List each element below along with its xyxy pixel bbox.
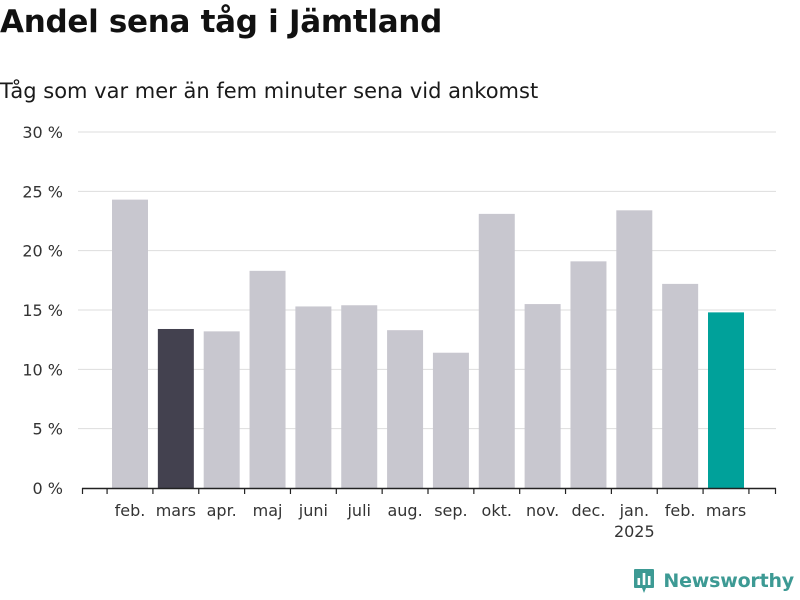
bar xyxy=(478,213,515,488)
y-tick-label: 20 % xyxy=(22,242,63,261)
x-tick-label: juli xyxy=(346,501,370,520)
x-tick-label: mars xyxy=(706,501,746,520)
y-tick-label: 30 % xyxy=(22,123,63,142)
bar xyxy=(203,331,240,488)
bar xyxy=(157,328,194,488)
bar xyxy=(708,312,744,488)
x-tick-label: jan. xyxy=(619,501,649,520)
bar-chart: 0 % 5 % 10 % 15 % 20 % 25 % 30 % feb. mars apr. ma… xyxy=(22,123,777,541)
y-tick-label: 15 % xyxy=(22,301,63,320)
bar-chart-icon xyxy=(634,569,655,593)
y-tick-label: 25 % xyxy=(22,182,63,201)
x-tick-label: juni xyxy=(298,501,328,520)
bar xyxy=(341,305,378,488)
y-tick-label: 0 % xyxy=(33,479,63,498)
bar xyxy=(249,270,286,488)
x-tick-label: feb. xyxy=(665,501,696,520)
bar xyxy=(295,306,332,488)
y-tick-label: 10 % xyxy=(22,360,63,379)
x-tick-label: maj xyxy=(253,501,283,520)
chart-subtitle: Tåg som var mer än fem minuter sena vid … xyxy=(0,79,539,103)
chart-title: Andel sena tåg i Jämtland xyxy=(0,4,442,40)
x-tick-label: feb. xyxy=(115,501,146,520)
x-tick-label: nov. xyxy=(526,501,559,520)
x-tick-label: dec. xyxy=(572,501,606,520)
x-tick-label: okt. xyxy=(482,501,512,520)
y-tick-label: 5 % xyxy=(33,420,63,439)
x-tick-label: mars xyxy=(156,501,196,520)
x-tick-label: aug. xyxy=(387,501,422,520)
x-year-label: 2025 xyxy=(614,522,655,541)
x-tick-label: apr. xyxy=(207,501,237,520)
newsworthy-logo: Newsworthy xyxy=(633,568,794,594)
bar xyxy=(662,283,699,488)
bar xyxy=(524,304,561,488)
bar xyxy=(616,210,653,488)
brand-name: Newsworthy xyxy=(663,570,794,592)
bar xyxy=(112,199,148,488)
bar xyxy=(387,330,424,488)
bar xyxy=(570,261,607,488)
x-tick-label: sep. xyxy=(434,501,467,520)
bar xyxy=(432,352,469,488)
